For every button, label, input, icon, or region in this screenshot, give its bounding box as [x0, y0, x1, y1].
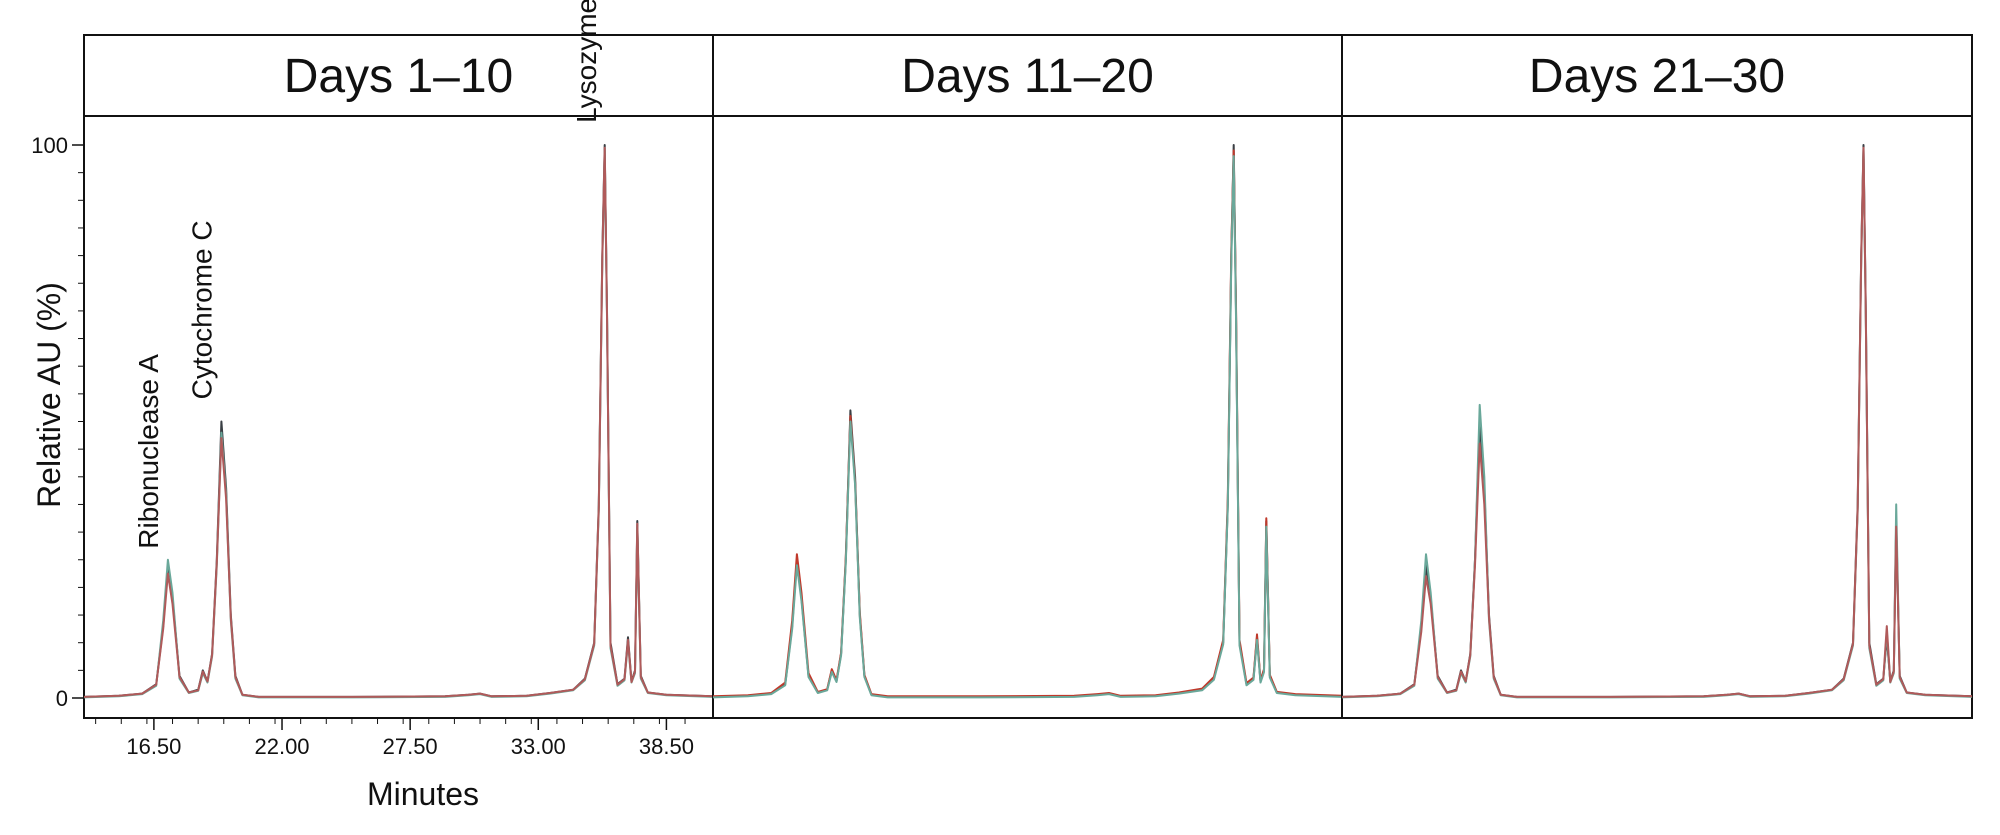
- x-tick-label: 22.00: [254, 734, 309, 759]
- trace-line-3: [1341, 146, 1973, 698]
- panel-title: Days 1–10: [284, 50, 513, 103]
- trace-line-1: [712, 144, 1343, 698]
- panel-3: Days 21–30: [1341, 34, 1973, 719]
- peak-label: Cytochrome C: [186, 220, 217, 399]
- trace-line-2: [712, 149, 1343, 698]
- y-axis-label: Relative AU (%): [31, 282, 67, 508]
- trace-line-3: [83, 146, 714, 698]
- x-tick-label: 27.50: [383, 734, 438, 759]
- y-tick-label: 100: [31, 133, 68, 158]
- x-tick-label: 16.50: [126, 734, 181, 759]
- panel-header-box: [712, 34, 1343, 117]
- x-tick-label: 38.50: [639, 734, 694, 759]
- trace-line-1: [1341, 144, 1973, 698]
- panel-header-box: [83, 34, 714, 117]
- y-tick-label: 0: [56, 686, 68, 711]
- panel-title: Days 21–30: [1529, 50, 1785, 103]
- panels: Days 1–10 Ribonuclease A Cytochrome C Lysoz…: [83, 0, 1973, 719]
- trace-line-2: [83, 149, 714, 699]
- panel-header-box: [1341, 34, 1973, 117]
- trace-line-2: [1341, 149, 1973, 699]
- x-tick-label: 33.00: [511, 734, 566, 759]
- panel-title: Days 11–20: [901, 50, 1154, 103]
- peak-label: Lysozyme: [571, 0, 602, 123]
- trace-line-3: [712, 155, 1343, 699]
- trace-line-1: [83, 144, 714, 698]
- x-axis-label: Minutes: [367, 776, 479, 812]
- plot-frame: [712, 115, 1343, 719]
- panel-1: Days 1–10 Ribonuclease A Cytochrome C Lysoz…: [83, 0, 714, 719]
- peak-label: Ribonuclease A: [133, 354, 164, 549]
- plot-frame: [1341, 115, 1973, 719]
- plot-frame: [83, 115, 714, 719]
- axes: 0 100 16.50 22.00 27.50 33.00 38.50: [31, 133, 694, 759]
- panel-2: Days 11–20: [712, 34, 1343, 719]
